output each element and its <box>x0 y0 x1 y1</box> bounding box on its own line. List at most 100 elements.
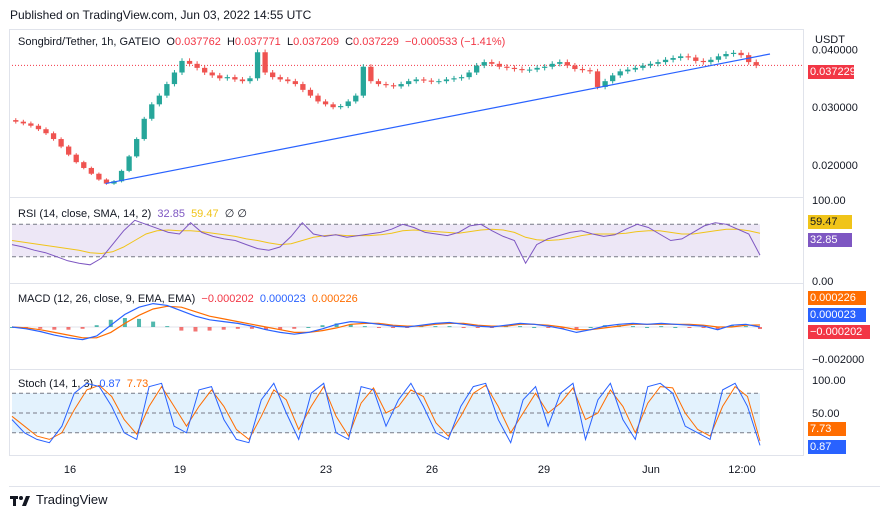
macd-histogram-bar <box>560 327 565 329</box>
candle <box>693 57 699 61</box>
price-chart <box>12 49 803 185</box>
stoch-axis-tick: 50.00 <box>812 408 840 420</box>
ohlc-o-label: O <box>166 36 175 48</box>
macd-histogram-bar <box>518 326 523 328</box>
x-axis-tick: 12:00 <box>728 464 756 476</box>
stoch-axis-tick: 100.00 <box>812 375 846 387</box>
candle <box>307 89 314 96</box>
price-panel-frame <box>9 29 804 198</box>
candle <box>81 162 87 168</box>
macd-histogram-bar <box>701 327 706 328</box>
candle <box>330 104 336 108</box>
rsi-sma-badge: 59.47 <box>808 215 852 229</box>
x-axis-tick: Jun <box>642 464 660 476</box>
candle <box>315 95 321 102</box>
macd-histogram-bar <box>207 327 212 331</box>
candle <box>436 81 442 83</box>
macd-axis-tick: −0.002000 <box>812 354 864 366</box>
currency-label: USDT <box>815 34 845 46</box>
candle <box>35 125 42 130</box>
candle <box>443 79 450 82</box>
macd-histogram-bar <box>391 327 396 328</box>
candle <box>640 65 646 68</box>
macd-histogram-bar <box>80 327 85 329</box>
macd-histogram-bar <box>137 318 142 327</box>
candle <box>723 53 729 57</box>
stoch-title: Stoch (14, 1, 3) <box>18 378 94 390</box>
macd-signal-line <box>11 305 761 339</box>
published-caption: Published on TradingView.com, Jun 03, 20… <box>10 8 312 22</box>
candle <box>285 79 291 82</box>
macd-hist-value: −0.000202 <box>201 293 254 305</box>
candle <box>186 60 193 64</box>
candle <box>20 121 26 124</box>
candle <box>587 70 593 72</box>
macd-histogram-bar <box>320 325 325 327</box>
macd-histogram-bar <box>193 327 198 332</box>
x-axis-tick: 19 <box>174 464 186 476</box>
macd-histogram-bar <box>687 327 692 328</box>
candle <box>670 58 676 60</box>
macd-histogram-bar <box>362 326 367 328</box>
candle <box>662 59 669 63</box>
candle <box>519 69 525 71</box>
trendline <box>105 53 771 185</box>
candle <box>390 85 397 87</box>
candle <box>262 52 268 73</box>
ohlc-c: 0.037229 <box>353 36 399 48</box>
candle <box>383 84 389 86</box>
candle <box>715 56 722 60</box>
macd-histogram-bar <box>645 327 650 328</box>
candle <box>700 60 706 63</box>
candle <box>572 65 578 70</box>
ohlc-o: 0.037762 <box>174 36 221 48</box>
candle <box>489 62 495 64</box>
candle <box>428 80 434 82</box>
x-axis-tick: 29 <box>538 464 550 476</box>
macd-histogram-bar <box>38 327 43 329</box>
symbol-label: Songbird/Tether, 1h, GATEIO <box>18 36 161 48</box>
macd-histogram-bar <box>278 327 283 330</box>
rsi-sma-value: 59.47 <box>191 208 219 220</box>
candle <box>421 79 427 81</box>
candle <box>164 84 170 96</box>
candle <box>217 75 223 79</box>
candle <box>526 69 533 71</box>
panel-borders <box>9 29 880 487</box>
candle <box>458 77 465 79</box>
macd-histogram-bar <box>743 326 748 328</box>
macd-histogram-bar <box>659 326 664 328</box>
candle <box>141 118 147 140</box>
macd-line <box>11 302 761 341</box>
rsi-badge: 32.85 <box>808 233 852 247</box>
candle <box>277 77 283 80</box>
candle <box>511 67 518 70</box>
macd-histogram-bar <box>546 327 551 328</box>
axis-labels: 0.040000 0.030000 0.020000 100.00 0.00 −0.002… <box>64 44 864 476</box>
brand-label[interactable]: TradingView <box>36 492 108 507</box>
candle <box>564 62 570 66</box>
candle <box>496 63 502 67</box>
candle <box>254 52 261 79</box>
rsi-title: RSI (14, close, SMA, 14, 2) <box>18 208 152 220</box>
candle <box>50 133 57 140</box>
macd-value: 0.000023 <box>259 293 306 305</box>
candle <box>300 84 306 90</box>
candle <box>239 79 246 82</box>
candle <box>610 75 616 82</box>
candle <box>270 72 276 78</box>
price-axis-tick: 0.020000 <box>812 160 858 172</box>
macd-histogram-bar <box>151 321 156 327</box>
macd-histogram-bar <box>221 327 226 330</box>
candle <box>224 77 230 79</box>
stoch-d-line <box>11 384 761 442</box>
macd-badge: 0.000023 <box>808 308 866 322</box>
macd-histogram-bar <box>475 327 480 328</box>
stoch-d-badge: 7.73 <box>808 422 846 436</box>
macd-histogram-bar <box>574 327 579 330</box>
macd-histogram-bar <box>306 327 311 328</box>
ohlc-h-label: H <box>226 36 235 48</box>
candle <box>451 78 457 80</box>
macd-histogram-bar <box>165 326 170 328</box>
